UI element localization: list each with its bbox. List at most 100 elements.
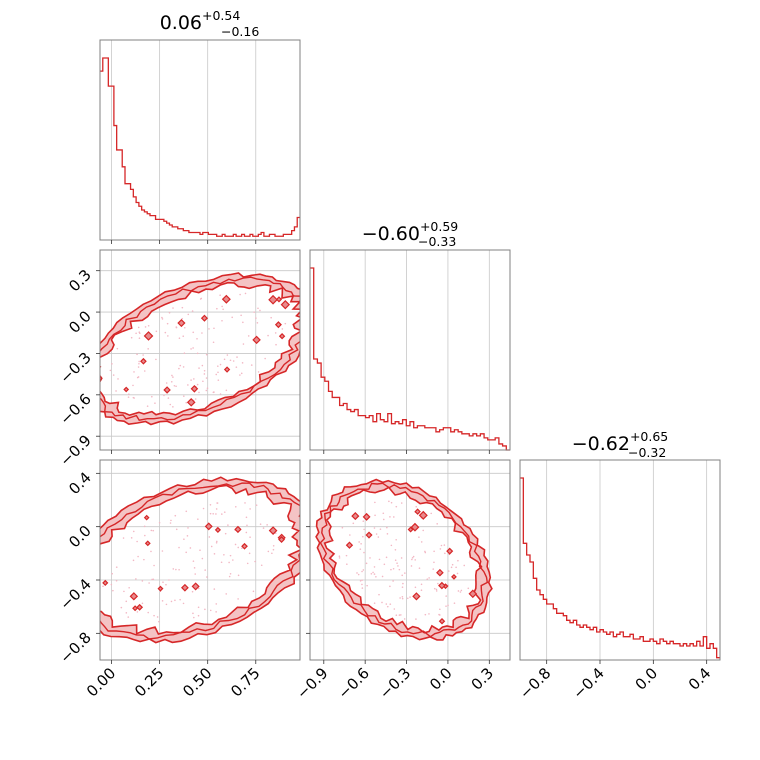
sample-point xyxy=(161,316,163,319)
x-tick-label: 0.4 xyxy=(685,664,715,694)
sample-point xyxy=(162,581,164,583)
contour-island xyxy=(136,603,144,611)
sample-point xyxy=(415,505,418,508)
sample-point xyxy=(362,520,365,522)
sample-point xyxy=(361,570,363,573)
sample-point xyxy=(240,314,242,317)
sample-point xyxy=(237,574,240,577)
sample-point xyxy=(127,396,130,398)
sample-point xyxy=(358,541,360,543)
sample-point xyxy=(228,575,231,578)
sample-point xyxy=(271,552,273,555)
sample-point xyxy=(400,502,403,504)
sample-point xyxy=(153,564,155,567)
sample-point xyxy=(435,588,438,591)
contour-island xyxy=(200,314,208,322)
sample-point xyxy=(147,324,150,327)
histogram-param-2 xyxy=(520,460,720,660)
sample-point xyxy=(381,601,383,604)
sample-point xyxy=(255,504,258,506)
sample-point xyxy=(377,536,380,538)
y-tick-label: −0.4 xyxy=(56,575,94,613)
sample-point xyxy=(229,359,232,362)
sample-point xyxy=(204,608,206,611)
sample-point xyxy=(378,593,380,596)
sample-point xyxy=(196,338,198,340)
sample-point xyxy=(152,578,155,581)
sample-point xyxy=(375,575,377,578)
sample-point xyxy=(205,353,208,356)
sample-point xyxy=(133,371,135,373)
sample-point xyxy=(395,505,398,508)
sample-point xyxy=(203,373,206,375)
sample-point xyxy=(396,562,398,564)
sample-point xyxy=(221,513,223,515)
sample-point xyxy=(122,537,125,539)
x-tick-label: 0.75 xyxy=(227,664,263,700)
sample-point xyxy=(112,589,114,592)
sample-point xyxy=(410,565,413,567)
panel-frames xyxy=(99,39,721,661)
contour-island xyxy=(181,583,189,592)
sample-point xyxy=(208,328,210,330)
sample-point xyxy=(386,533,389,535)
contour-island xyxy=(241,542,248,550)
sample-point xyxy=(143,370,146,372)
sample-point xyxy=(221,319,223,322)
title-plus: +0.54 xyxy=(202,8,240,23)
sample-point xyxy=(161,550,164,552)
sample-point xyxy=(395,538,397,541)
sample-point xyxy=(215,508,218,510)
sample-point xyxy=(420,583,423,586)
contour-island xyxy=(468,589,478,599)
sample-point xyxy=(373,566,376,568)
sample-point xyxy=(373,602,376,604)
sample-point xyxy=(204,569,206,571)
x-tick-label: −0.6 xyxy=(335,664,373,702)
contour-level-outer xyxy=(100,272,300,426)
sample-point xyxy=(225,389,228,392)
sample-point xyxy=(215,513,217,515)
sample-point xyxy=(418,567,421,569)
contour-island xyxy=(132,605,139,612)
sample-point xyxy=(144,534,146,537)
sample-point xyxy=(362,535,364,538)
contour-island xyxy=(414,508,421,515)
sample-point xyxy=(352,522,355,525)
sample-point xyxy=(139,332,141,335)
histogram-param-1 xyxy=(310,250,510,451)
sample-point xyxy=(392,580,394,582)
sample-point xyxy=(447,604,449,607)
sample-point xyxy=(236,356,238,358)
sample-point xyxy=(155,330,158,333)
sample-point xyxy=(439,548,442,550)
sample-point xyxy=(181,317,184,320)
sample-point xyxy=(102,585,104,588)
sample-point xyxy=(193,378,195,380)
sample-point xyxy=(394,559,397,562)
sample-point xyxy=(256,322,259,324)
sample-point xyxy=(182,366,185,368)
sample-point xyxy=(223,358,226,361)
histogram-step-line xyxy=(520,477,720,659)
contour-level-outer xyxy=(315,478,493,641)
sample-point xyxy=(398,614,401,616)
sample-point xyxy=(241,362,244,364)
sample-point xyxy=(378,558,381,561)
contour-island xyxy=(234,525,242,534)
contour-island xyxy=(268,526,278,535)
sample-point xyxy=(182,602,185,605)
sample-point xyxy=(111,363,113,365)
contour-island xyxy=(123,386,130,393)
sample-point xyxy=(201,364,204,367)
sample-point xyxy=(147,348,149,350)
sample-point xyxy=(440,544,443,547)
x-tick-label: 0.0 xyxy=(632,664,662,694)
y-tick-label: −0.6 xyxy=(56,390,94,428)
sample-point xyxy=(183,395,185,397)
contour-island xyxy=(143,331,154,341)
contour-island xyxy=(278,333,286,340)
sample-point xyxy=(197,518,199,520)
sample-point xyxy=(203,369,206,372)
sample-point xyxy=(110,583,113,586)
